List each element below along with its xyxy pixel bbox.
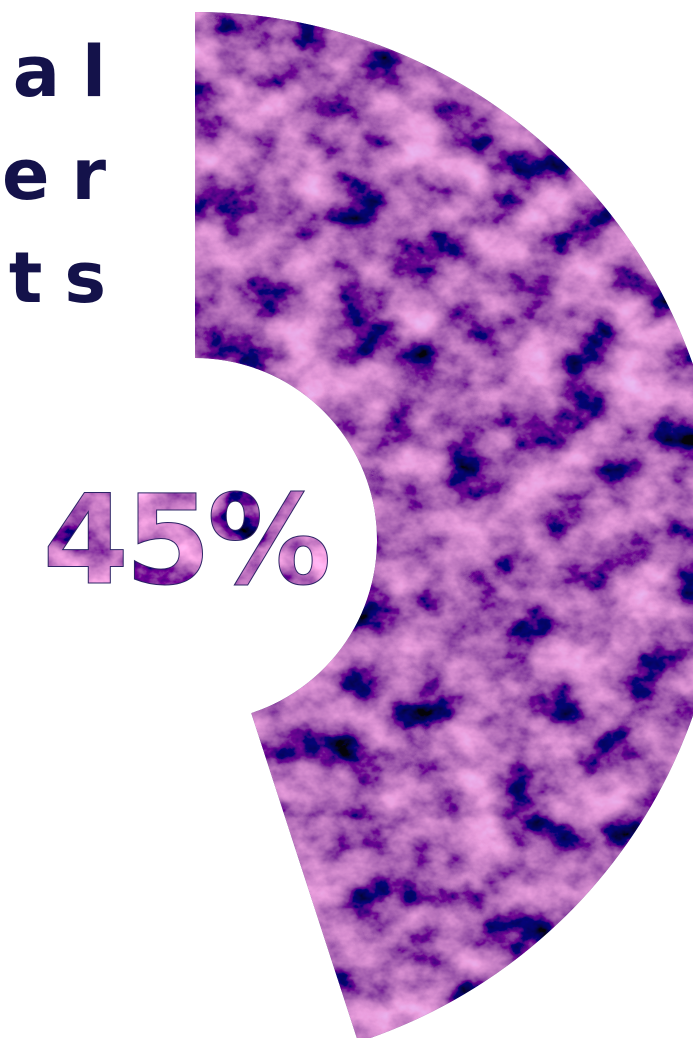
title-line: ts bbox=[9, 237, 128, 319]
value-label: 45% bbox=[43, 469, 329, 613]
title-line: al bbox=[13, 31, 128, 113]
title-line: er bbox=[2, 134, 128, 216]
